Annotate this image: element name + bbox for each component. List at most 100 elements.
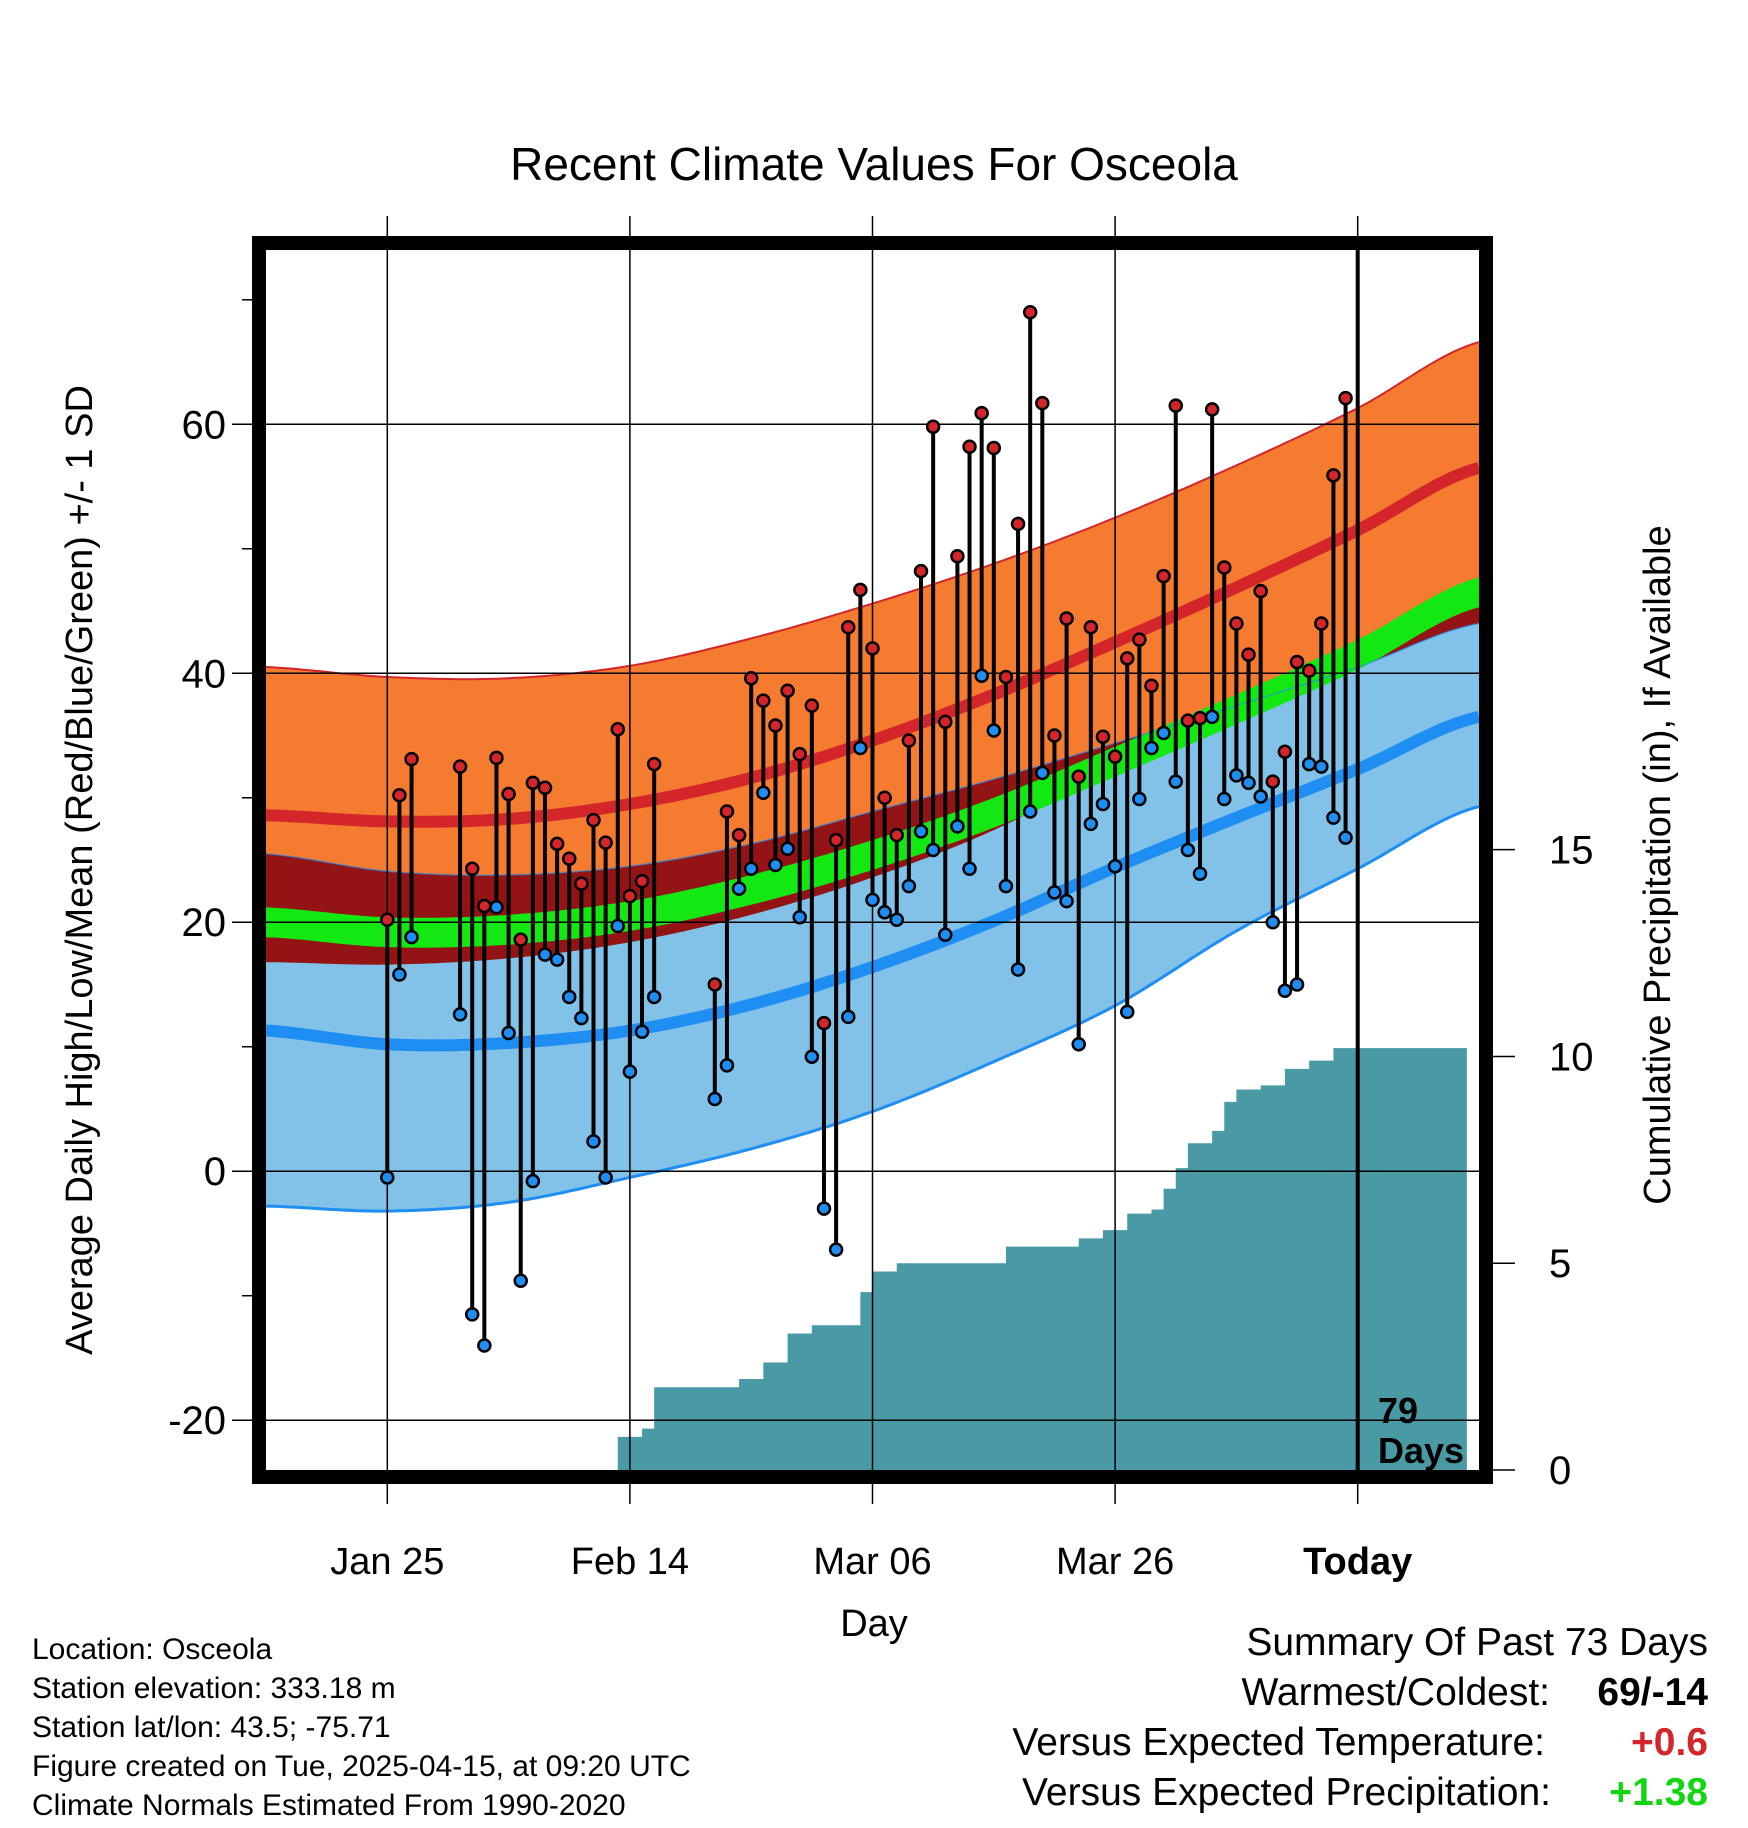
summary-title: Summary Of Past 73 Days [1246,1621,1708,1664]
y2-tick-label: 10 [1549,1035,1594,1079]
high-point [1204,402,1220,417]
daily-points [380,304,1353,1353]
chart-title: Recent Climate Values For Osceola [510,138,1238,190]
high-point [477,898,492,914]
high-point [610,722,626,737]
high-point [938,714,953,730]
summary-precip-row: Versus Expected Precipitation: +1.38 [1012,1768,1708,1818]
low-point [768,857,783,873]
high-point [719,804,735,819]
high-point [1338,390,1353,406]
created-text: Figure created on Tue, 2025-04-15, at 09… [32,1750,691,1783]
high-point [986,440,1002,456]
grid-lines [266,250,1479,1470]
low-point [549,952,565,967]
latlon-text: Station lat/lon: 43.5; -75.71 [32,1711,391,1744]
low-point [853,740,868,756]
low-point [1144,740,1159,756]
high-point [622,888,638,904]
high-point [1095,729,1111,745]
y-tick-label: 0 [204,1150,226,1194]
high-point [901,733,917,748]
low-point [537,947,553,962]
high-point [404,751,419,767]
high-point [380,912,395,928]
high-point [816,1015,832,1031]
y-tick-label: 60 [182,403,227,447]
high-point [1301,663,1317,679]
high-point [464,861,480,876]
low-point [452,1007,468,1022]
temp-label: Versus Expected Temperature: [1012,1721,1545,1764]
y2-tick-label: 15 [1549,829,1594,873]
high-point [489,750,504,766]
high-point [525,775,541,791]
high-point [452,759,468,774]
low-point [962,861,977,876]
low-point [586,1134,601,1149]
low-point [1314,759,1329,774]
precip-fill [605,1048,1467,1470]
low-point [974,668,989,684]
high-point [1010,516,1026,532]
daily-range-stems [385,312,1348,1346]
y2-tick-label: 0 [1549,1449,1571,1493]
low-point [477,1338,492,1353]
high-point [586,812,601,828]
low-point [380,1170,395,1185]
low-point [1289,977,1305,992]
high-point [780,683,795,698]
high-point [792,746,807,762]
high-point [865,641,880,656]
high-point [1289,654,1305,670]
low-point [998,878,1014,894]
precip-value: +1.38 [1609,1771,1708,1814]
warm-cold-value: 69/-14 [1597,1671,1708,1714]
high-point [549,836,565,852]
low-point [1229,768,1244,783]
high-point [1156,568,1171,584]
low-point [1217,791,1232,807]
low-point [707,1091,723,1107]
low-point [901,878,917,894]
low-point [731,881,747,896]
high-point [743,670,759,686]
high-point [646,756,662,772]
low-point [1326,810,1341,825]
low-point [622,1064,638,1079]
x-tick-label: Today [1303,1541,1412,1583]
low-point [756,785,771,801]
high-point [1217,560,1232,575]
low-point [1047,885,1062,900]
precip-label: Versus Expected Precipitation: [1022,1771,1551,1814]
low-point [1301,756,1317,772]
low-point [950,819,965,834]
low-point [513,1273,528,1289]
low-point [525,1173,541,1189]
high-point [889,827,905,843]
high-point [804,698,820,713]
today-days-label: 79 [1378,1390,1418,1431]
low-point [1277,983,1293,998]
temp-value: +0.6 [1631,1721,1708,1764]
normals-text: Climate Normals Estimated From 1990-2020 [32,1789,626,1822]
station-info: Location: Osceola Station elevation: 333… [32,1630,691,1825]
high-point [756,693,771,708]
high-point [1314,616,1329,631]
low-point [598,1170,613,1185]
high-point [1180,713,1196,728]
low-point [719,1058,735,1073]
low-point [646,989,662,1005]
high-point [840,619,856,635]
high-point [574,876,589,891]
high-point [998,669,1014,685]
high-point [537,780,553,796]
low-point [1338,830,1353,845]
low-point [889,912,905,928]
high-point [828,832,844,848]
elevation-text: Station elevation: 333.18 m [32,1672,396,1705]
today-days-label-2: Days [1378,1430,1464,1471]
summary-warm-cold-row: Warmest/Coldest: 69/-14 [1012,1668,1708,1718]
high-point [1107,749,1123,764]
low-point [1095,796,1111,812]
